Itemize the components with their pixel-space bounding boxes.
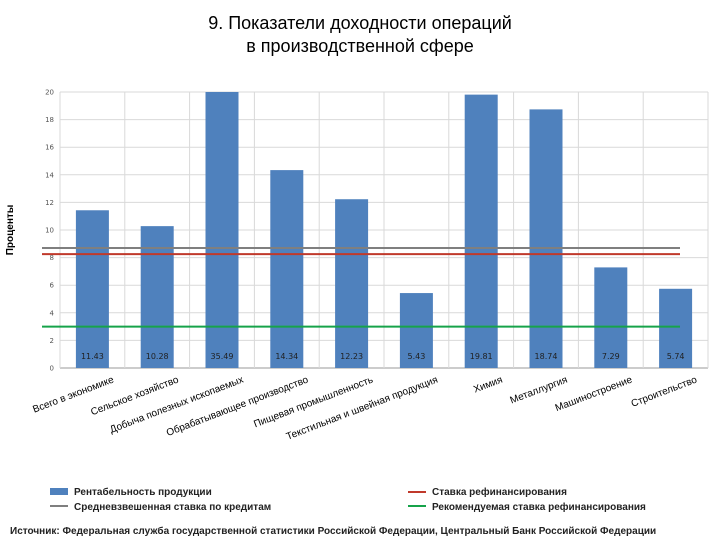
bar <box>399 293 433 368</box>
y-axis-ticks: 0 2 4 6 8 10 12 14 16 18 20 <box>45 89 54 373</box>
source-note: Источник: Федеральная служба государстве… <box>10 526 657 537</box>
bar <box>205 92 239 368</box>
y-tick-label: 0 <box>50 365 54 373</box>
bar-value-label: 14.34 <box>275 352 298 361</box>
data-labels: 11.43 10.28 35.49 14.34 12.23 5.43 19.81 18.74 7… <box>81 352 685 361</box>
title-line-2: в производственной сфере <box>246 36 474 56</box>
legend-label-refinancing: Ставка рефинансирования <box>432 486 567 498</box>
legend-swatch-bars <box>50 488 68 495</box>
bar <box>75 210 109 368</box>
category-label: Химия <box>472 375 504 396</box>
bar-value-label: 10.28 <box>146 352 169 361</box>
legend-label-recommended: Рекомендуемая ставка рефинансирования <box>432 501 646 513</box>
bar <box>270 170 304 368</box>
y-tick-label: 6 <box>50 282 55 290</box>
bar <box>140 226 174 368</box>
title-line-1: 9. Показатели доходности операций <box>208 13 512 33</box>
bar-value-label: 5.43 <box>407 352 425 361</box>
y-axis-title: Проценты <box>5 205 16 256</box>
bar-value-label: 18.74 <box>535 352 558 361</box>
bar-value-label: 35.49 <box>211 352 234 361</box>
legend-label-bars: Рентабельность продукции <box>74 486 212 498</box>
legend-label-avg-rate: Средневзвешенная ставка по кредитам <box>74 502 271 513</box>
y-tick-label: 20 <box>45 89 54 97</box>
bar-value-label: 19.81 <box>470 352 493 361</box>
bar-value-label: 5.74 <box>667 352 685 361</box>
legend: Рентабельность продукции Средневзвешенная… <box>50 486 646 513</box>
bar <box>464 94 498 368</box>
slide-title: 9. Показатели доходности операций в прои… <box>0 12 720 58</box>
category-label: Строительство <box>630 374 699 409</box>
y-tick-label: 14 <box>45 171 54 179</box>
y-tick-label: 18 <box>45 116 54 124</box>
reference-lines <box>42 246 680 328</box>
bar-value-label: 12.23 <box>340 352 363 361</box>
bar-value-label: 7.29 <box>602 352 620 361</box>
bars <box>75 92 693 368</box>
bar-value-label: 11.43 <box>81 352 104 361</box>
bar <box>659 288 693 368</box>
y-tick-label: 2 <box>50 337 54 345</box>
bar <box>594 267 628 368</box>
y-tick-label: 8 <box>50 254 54 262</box>
y-tick-label: 10 <box>45 227 54 235</box>
y-tick-label: 12 <box>45 199 54 207</box>
y-tick-label: 16 <box>45 144 54 152</box>
y-tick-label: 4 <box>50 309 55 317</box>
bar <box>529 109 563 368</box>
bar <box>335 199 369 368</box>
